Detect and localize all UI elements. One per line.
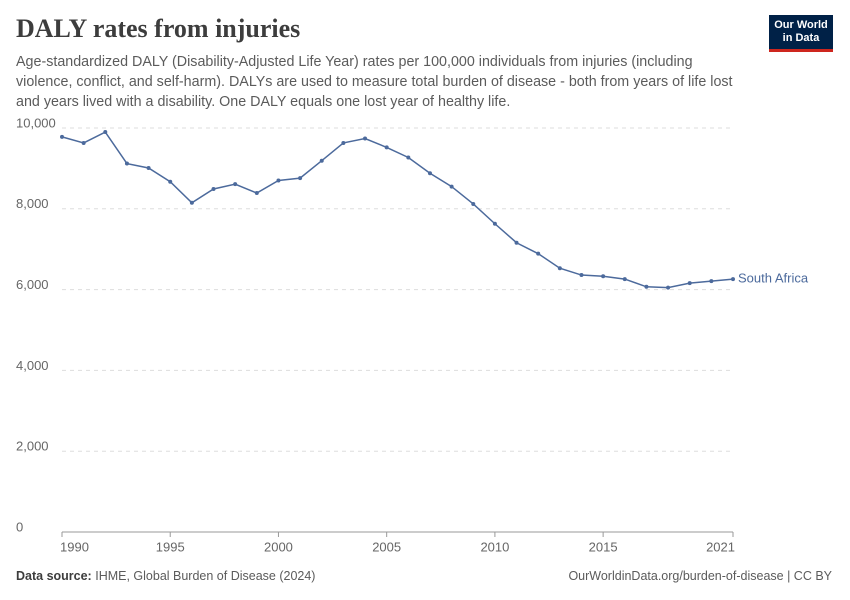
point <box>666 285 671 290</box>
point <box>449 184 454 189</box>
chart-subtitle: Age-standardized DALY (Disability-Adjust… <box>16 54 733 110</box>
line <box>61 131 734 289</box>
point <box>298 176 303 181</box>
point <box>644 284 649 289</box>
point <box>579 273 584 278</box>
point <box>536 251 541 256</box>
x-tick-label: 2015 <box>589 539 618 554</box>
point <box>103 130 108 135</box>
point <box>60 134 64 139</box>
x-tick-label: 1995 <box>156 539 185 554</box>
point <box>146 165 151 170</box>
y-tick-label: 4,000 <box>16 358 49 373</box>
point <box>557 266 562 271</box>
point <box>81 140 86 145</box>
source-url[interactable]: OurWorldinData.org/burden-of-disease | C… <box>568 569 832 583</box>
point <box>471 201 476 206</box>
source-note: Data source: IHME, Global Burden of Dise… <box>16 569 315 583</box>
point <box>363 136 368 141</box>
source-label: Data source: <box>16 569 92 583</box>
point <box>731 277 735 282</box>
x-tick-label: 2010 <box>480 539 509 554</box>
y-tick-label: 8,000 <box>16 196 49 211</box>
point <box>124 161 129 166</box>
point <box>492 221 497 226</box>
point <box>254 191 259 196</box>
point <box>514 240 519 245</box>
chart-title: DALY rates from injuries <box>16 14 301 43</box>
source: IHME, Global Burden of Disease (2024) <box>95 569 316 583</box>
point <box>687 281 692 286</box>
y-tick-label: 6,000 <box>16 277 49 292</box>
point <box>233 182 238 187</box>
point <box>406 155 411 160</box>
y-tick-label: 10,000 <box>16 115 56 130</box>
point <box>601 274 606 279</box>
point <box>709 279 714 284</box>
logo[interactable]: Our World in Data <box>769 15 833 52</box>
point <box>319 158 324 163</box>
y-tick-label: 2,000 <box>16 439 49 454</box>
series-label: South Africa <box>738 271 809 286</box>
point <box>384 145 389 150</box>
x-tick-label: 2005 <box>372 539 401 554</box>
point <box>622 277 627 282</box>
y-tick-label: 0 <box>16 519 23 534</box>
point <box>211 187 216 192</box>
point <box>276 178 281 183</box>
x-tick-label: 2000 <box>264 539 293 554</box>
point <box>168 179 173 184</box>
x-tick-label: 2021 <box>706 539 735 554</box>
point <box>341 140 346 145</box>
logo-line: Our World <box>774 19 828 31</box>
point <box>427 171 432 176</box>
logo-line: in Data <box>782 32 820 44</box>
point <box>189 200 194 205</box>
x-tick-label: 1990 <box>60 539 89 554</box>
